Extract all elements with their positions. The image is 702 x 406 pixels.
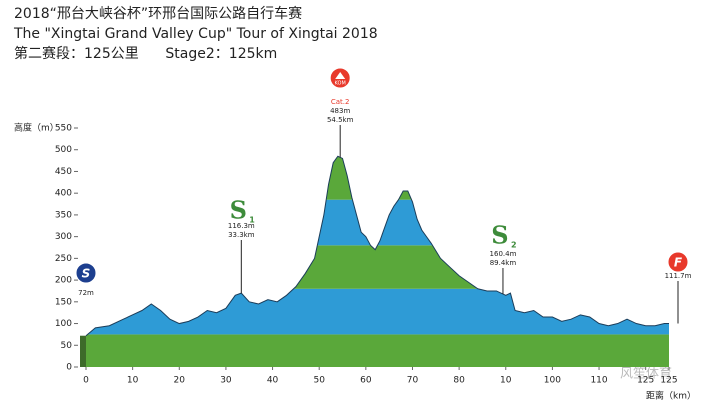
y-tick-label: 200: [55, 276, 72, 286]
sprint-icon: S: [230, 196, 247, 225]
y-tick-label: 150: [55, 297, 72, 307]
marker-label: 89.4km: [490, 259, 517, 267]
marker-icon: [667, 251, 689, 273]
marker-label: Cat.2: [331, 98, 350, 106]
marker-icon-label: KOM: [335, 81, 346, 87]
x-tick-label: 60: [360, 376, 372, 386]
band: [86, 334, 669, 367]
marker-icon-label: S: [82, 267, 91, 281]
y-tick-label: 550: [55, 124, 72, 134]
profile-bands: [86, 156, 669, 367]
x-tick-label: 20: [174, 376, 186, 386]
x-tick-label: 10: [127, 376, 139, 386]
profile-wall: [80, 335, 86, 367]
band: [86, 245, 669, 289]
x-tick-label: 10: [500, 376, 512, 386]
x-axis-label: 距离（km）: [646, 390, 696, 402]
marker-label: 111.7m: [665, 272, 692, 280]
band: [86, 288, 669, 335]
x-tick-label: 80: [453, 376, 465, 386]
marker-label: 160.4m: [490, 250, 517, 258]
y-tick-label: 400: [55, 189, 72, 199]
x-tick-label: 30: [220, 376, 232, 386]
title-line: 第二赛段：125公里 Stage2：125km: [14, 45, 277, 62]
watermark: 风笙体育: [620, 366, 672, 382]
marker-label: 54.5km: [327, 116, 354, 124]
y-tick-label: 350: [55, 210, 72, 220]
title-line: 2018“邢台大峡谷杯”环邢台国际公路自行车赛: [14, 5, 302, 22]
y-tick-label: 50: [61, 341, 73, 351]
x-tick-label: 70: [407, 376, 419, 386]
kom-mountain: [335, 72, 346, 79]
y-tick-label: 0: [66, 363, 72, 373]
sprint-sub: 2: [511, 241, 517, 250]
band: [86, 156, 669, 200]
marker-label: 72m: [78, 289, 94, 297]
band: [86, 199, 669, 246]
x-tick-label: 110: [590, 376, 607, 386]
title-line: The "Xingtai Grand Valley Cup" Tour of X…: [13, 26, 378, 42]
x-tick-label: 125: [660, 376, 677, 386]
y-tick-label: 250: [55, 254, 72, 264]
marker-label: 33.3km: [228, 231, 255, 239]
x-tick-label: 125: [637, 376, 654, 386]
marker-icon-label: F: [674, 256, 683, 270]
profile-line: [85, 155, 669, 337]
x-tick-label: 100: [544, 376, 561, 386]
sprint-icon: S: [491, 221, 508, 250]
marker-label: 483m: [330, 107, 350, 115]
x-tick-label: 50: [313, 376, 325, 386]
marker-label: 116.3m: [228, 222, 255, 230]
y-tick-label: 300: [55, 232, 72, 242]
x-tick-label: 0: [83, 376, 89, 386]
y-tick-label: 500: [55, 145, 72, 155]
x-tick-label: 40: [267, 376, 279, 386]
y-tick-label: 450: [55, 167, 72, 177]
y-axis-label: 高度（m）: [14, 122, 59, 134]
y-tick-label: 100: [55, 319, 72, 329]
sprint-sub: 1: [249, 216, 255, 225]
marker-icon: [75, 262, 97, 284]
